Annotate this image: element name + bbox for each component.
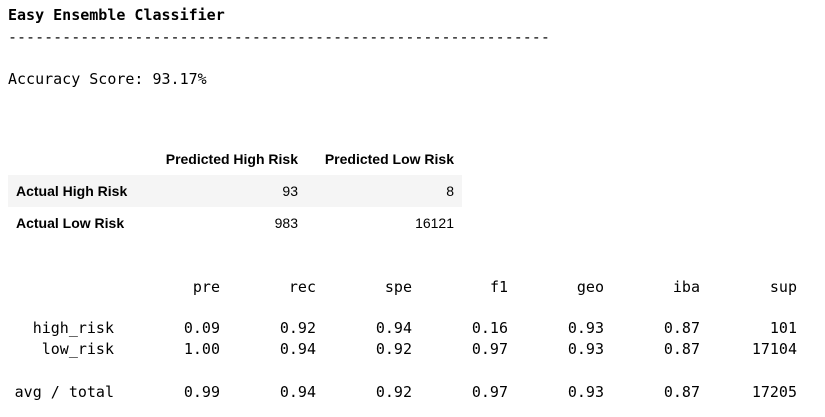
report-header-sup: sup — [769, 278, 797, 296]
report-header-iba: iba — [672, 278, 700, 296]
corner-header — [8, 143, 150, 175]
page-title: Easy Ensemble Classifier — [8, 6, 225, 24]
report-row-label-avg-total: avg / total — [14, 383, 114, 401]
report-value: 17104 — [751, 340, 797, 358]
report-value: 0.87 — [663, 319, 700, 337]
report-header-geo: geo — [576, 278, 604, 296]
column-header-predicted-high-risk: Predicted High Risk — [165, 151, 298, 167]
report-value: 0.92 — [375, 383, 412, 401]
report-value: 0.92 — [279, 319, 316, 337]
confusion-matrix-table: Predicted High Risk Predicted Low Risk A… — [8, 143, 462, 239]
report-row-label-low-risk: low_risk — [41, 340, 114, 358]
table-cell: 93 — [282, 183, 298, 199]
report-value: 0.97 — [471, 383, 508, 401]
report-value: 0.97 — [471, 340, 508, 358]
report-header-f1: f1 — [489, 278, 508, 296]
table-row: Actual Low Risk 983 16121 — [8, 207, 462, 239]
report-value: 0.92 — [375, 340, 412, 358]
report-value: 0.87 — [663, 340, 700, 358]
accuracy-score: Accuracy Score: 93.17% — [8, 70, 207, 88]
report-value: 0.87 — [663, 383, 700, 401]
report-value: 1.00 — [183, 340, 220, 358]
report-header-pre: pre — [192, 278, 220, 296]
column-header-predicted-low-risk: Predicted Low Risk — [324, 151, 454, 167]
report-value: 101 — [769, 319, 797, 337]
report-value: 0.99 — [183, 383, 220, 401]
report-value: 0.93 — [567, 340, 604, 358]
row-header-actual-low-risk: Actual Low Risk — [16, 215, 125, 231]
report-row-label-high-risk: high_risk — [32, 319, 114, 337]
confusion-matrix-header-row: Predicted High Risk Predicted Low Risk — [8, 143, 462, 175]
report-header-spe: spe — [384, 278, 412, 296]
table-cell: 983 — [274, 215, 298, 231]
divider-line: ----------------------------------------… — [8, 28, 550, 46]
report-value: 0.93 — [567, 383, 604, 401]
row-header-actual-high-risk: Actual High Risk — [16, 183, 128, 199]
report-value: 0.94 — [279, 383, 316, 401]
report-header-rec: rec — [288, 278, 316, 296]
report-value: 17205 — [751, 383, 797, 401]
report-value: 0.93 — [567, 319, 604, 337]
report-value: 0.16 — [471, 319, 508, 337]
report-value: 0.94 — [375, 319, 412, 337]
table-row: Actual High Risk 93 8 — [8, 175, 462, 207]
report-value: 0.94 — [279, 340, 316, 358]
table-cell: 16121 — [415, 215, 454, 231]
classification-report: pre rec spe f1 geo iba sup high_risk 0.0… — [0, 270, 825, 410]
table-cell: 8 — [446, 183, 454, 199]
report-value: 0.09 — [183, 319, 220, 337]
